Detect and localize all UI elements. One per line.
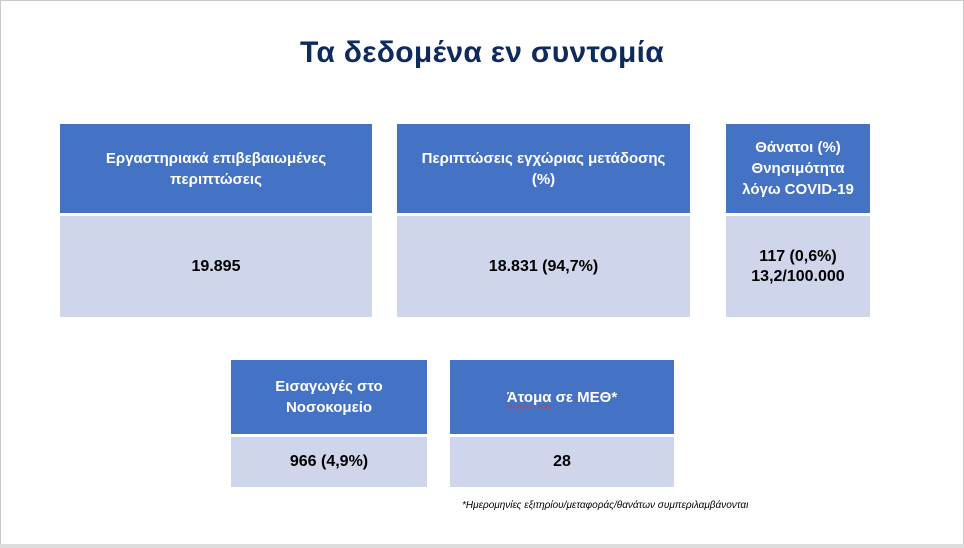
card-icu-header-underlined: Άτομα xyxy=(506,388,552,406)
footnote: *Ημερομηνίες εξιτηρίου/μεταφοράς/θανάτων… xyxy=(462,500,749,511)
slide-bottom-edge xyxy=(0,544,964,548)
card-local-transmission-header-text: Περιπτώσεις εγχώριας μετάδοσης (%) xyxy=(421,149,666,188)
card-icu-header-rest: σε ΜΕΘ* xyxy=(551,388,618,406)
card-icu-header-text: Άτομα σε ΜΕΘ* xyxy=(507,387,617,408)
card-lab-confirmed-header-text: Εργαστηριακά επιβεβαιωμένες περιπτώσεις xyxy=(105,149,327,188)
card-hospital-admissions-value: 966 (4,9%) xyxy=(231,437,427,487)
card-deaths: Θάνατοι (%) Θνησιμότητα λόγω COVID-19 11… xyxy=(726,124,870,317)
card-hospital-admissions-header-text: Εισαγωγές στο Νοσοκομείο xyxy=(275,378,383,416)
card-deaths-value: 117 (0,6%) 13,2/100.000 xyxy=(726,216,870,317)
card-local-transmission-value: 18.831 (94,7%) xyxy=(397,216,690,317)
card-local-transmission: Περιπτώσεις εγχώριας μετάδοσης (%) 18.83… xyxy=(397,124,690,317)
card-lab-confirmed-header: Εργαστηριακά επιβεβαιωμένες περιπτώσεις xyxy=(60,124,372,213)
card-icu-value: 28 xyxy=(450,437,674,487)
card-icu: Άτομα σε ΜΕΘ* 28 xyxy=(450,360,674,487)
card-hospital-admissions: Εισαγωγές στο Νοσοκομείο 966 (4,9%) xyxy=(231,360,427,487)
card-local-transmission-header: Περιπτώσεις εγχώριας μετάδοσης (%) xyxy=(397,124,690,213)
card-deaths-header: Θάνατοι (%) Θνησιμότητα λόγω COVID-19 xyxy=(726,124,870,213)
slide-title: Τα δεδομένα εν συντομία xyxy=(299,36,664,69)
card-hospital-admissions-header: Εισαγωγές στο Νοσοκομείο xyxy=(231,360,427,434)
card-lab-confirmed: Εργαστηριακά επιβεβαιωμένες περιπτώσεις … xyxy=(60,124,372,317)
card-icu-header: Άτομα σε ΜΕΘ* xyxy=(450,360,674,434)
card-deaths-header-text: Θάνατοι (%) Θνησιμότητα λόγω COVID-19 xyxy=(742,139,854,198)
card-lab-confirmed-value: 19.895 xyxy=(60,216,372,317)
